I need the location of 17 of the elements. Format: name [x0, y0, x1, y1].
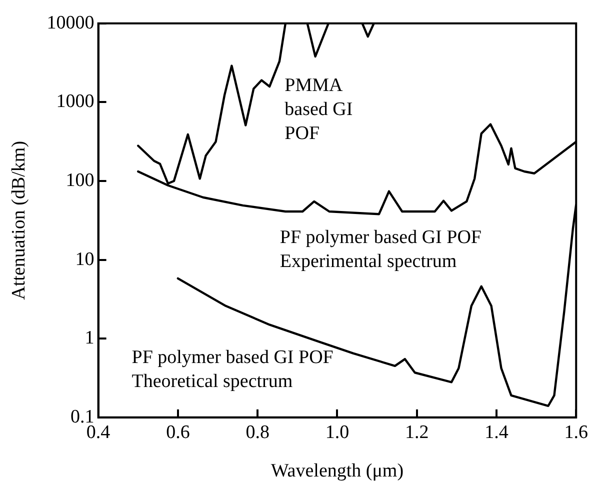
annotation: PMMA based GI POF — [284, 75, 353, 144]
x-axis-title: Wavelength (μm) — [270, 460, 404, 482]
annotation: PF polymer based GI POF Theoretical spectrum — [132, 347, 334, 392]
y-tick-label: 10 — [75, 248, 94, 270]
y-tick-label: 1 — [84, 328, 94, 349]
x-tick-label: 1.0 — [325, 422, 350, 443]
x-tick-label: 0.6 — [166, 422, 190, 443]
y-tick-label: 100 — [66, 170, 94, 191]
x-tick-label: 1.4 — [484, 422, 509, 443]
x-tick-label: 1.6 — [564, 422, 588, 443]
y-axis-title: Attenuation (dB/km) — [8, 140, 30, 300]
x-tick-label: 0.8 — [246, 422, 270, 443]
x-tick-label: 1.2 — [404, 422, 429, 443]
annotation: PF polymer based GI POF Experimental spectrum — [280, 226, 482, 272]
y-tick-label: 10000 — [46, 12, 94, 34]
x-tick-label: 0.4 — [86, 422, 111, 443]
y-tick-label: 1000 — [56, 91, 94, 112]
